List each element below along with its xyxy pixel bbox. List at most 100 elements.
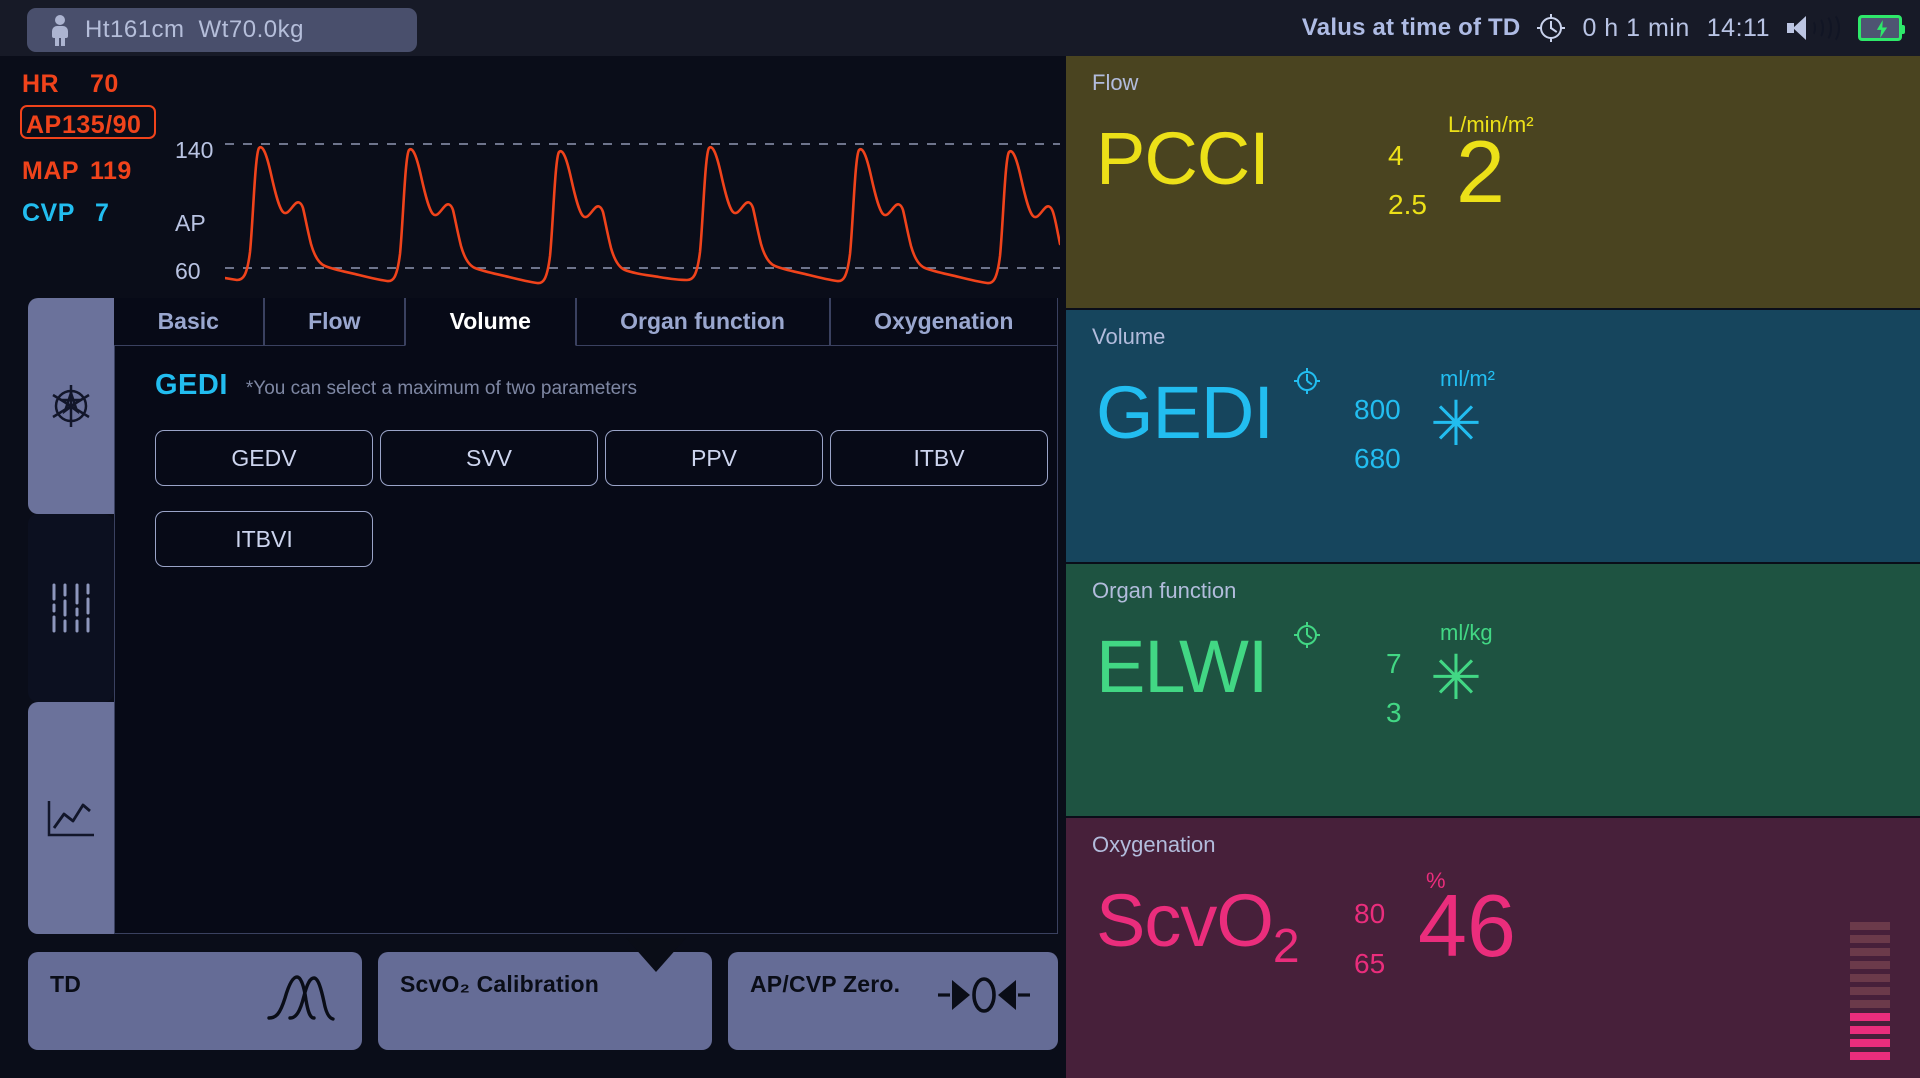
triangle-down-icon xyxy=(626,938,686,990)
side-parameter-panels: Flow PCCI L/min/m² 4 2.5 2 Volume GEDI m… xyxy=(1066,56,1920,1078)
panel-oxygenation[interactable]: Oxygenation ScvO2 % 80 65 46 xyxy=(1066,818,1920,1078)
tab-basic[interactable]: Basic xyxy=(114,298,264,346)
panel-oxygenation-name-subscript: 2 xyxy=(1272,919,1300,973)
thermodilution-curve-icon xyxy=(266,972,336,1029)
speaker-on-icon[interactable] xyxy=(1787,12,1841,44)
vital-map-value: 119 xyxy=(90,157,132,185)
td-button[interactable]: TD xyxy=(28,952,362,1050)
trend-chart-icon[interactable] xyxy=(28,702,114,934)
panel-organ-function-parameter-name: ELWI xyxy=(1096,625,1268,708)
waveform-channel-label: AP xyxy=(175,210,206,236)
panel-organ-function-value: ✳ xyxy=(1430,644,1482,713)
panel-organ-function-high-limit: 7 xyxy=(1386,648,1402,679)
panel-oxygenation-unit: % xyxy=(1426,868,1446,893)
panel-volume-low-limit: 680 xyxy=(1354,443,1401,474)
panel-oxygenation-low-limit: 65 xyxy=(1354,948,1386,979)
left-rail xyxy=(28,298,114,934)
gauge-segment xyxy=(1850,922,1890,930)
panel-flow-unit: L/min/m² xyxy=(1448,112,1534,137)
patient-height: Ht161cm xyxy=(85,16,185,43)
scvo2-level-gauge xyxy=(1850,922,1890,1065)
action-button-bar: TD ScvO₂ Calibration AP/CVP Zero. xyxy=(28,938,1058,1050)
panel-flow-high-limit: 4 xyxy=(1388,140,1404,171)
scvo2-calibration-button[interactable]: ScvO₂ Calibration xyxy=(378,938,712,1050)
vital-hr-label: HR xyxy=(22,70,60,98)
parameter-header: GEDI *You can select a maximum of two pa… xyxy=(155,369,637,402)
vital-cvp-label: CVP xyxy=(22,199,75,227)
tab-volume-label: Volume xyxy=(449,308,531,334)
patient-info-chip[interactable]: Ht161cm Wt70.0kg xyxy=(27,8,417,52)
panel-volume-unit: ml/m² xyxy=(1440,366,1495,391)
tab-flow-label: Flow xyxy=(308,308,361,334)
waveform-scale-low: 60 xyxy=(175,258,201,284)
gauge-segment xyxy=(1850,1039,1890,1047)
param-button-gedv-label: GEDV xyxy=(231,444,297,471)
header-status-group: Valus at time of TD 0 h 1 min 14:11 xyxy=(1301,0,1905,56)
selection-hint: *You can select a maximum of two paramet… xyxy=(245,378,637,399)
header-bar: Ht161cm Wt70.0kg Valus at time of TD 0 h… xyxy=(0,0,1920,56)
param-button-ppv[interactable]: PPV xyxy=(605,430,823,486)
tab-bar: Basic Flow Volume Organ function Oxygena… xyxy=(114,298,1058,346)
zero-arrows-icon xyxy=(936,972,1032,1023)
person-icon xyxy=(49,15,71,46)
td-button-label: TD xyxy=(50,971,82,997)
panel-volume-value: ✳ xyxy=(1430,390,1482,459)
td-clock-icon xyxy=(1537,14,1566,42)
ap-waveform-area: 140 AP 60 xyxy=(170,112,1060,298)
param-button-svv[interactable]: SVV xyxy=(380,430,598,486)
tab-oxygenation-label: Oxygenation xyxy=(874,308,1014,334)
param-button-itbvi[interactable]: ITBVI xyxy=(155,511,373,567)
panel-flow-parameter-name: PCCI xyxy=(1096,117,1270,200)
panel-organ-function-low-limit: 3 xyxy=(1386,697,1402,728)
gauge-segment xyxy=(1850,1026,1890,1034)
panel-flow-low-limit: 2.5 xyxy=(1388,189,1427,220)
bars-grid-icon[interactable] xyxy=(28,514,114,702)
ap-cvp-zero-button[interactable]: AP/CVP Zero. xyxy=(728,952,1058,1050)
main-panel: Basic Flow Volume Organ function Oxygena… xyxy=(28,298,1058,934)
panel-organ-function-td-clock-icon xyxy=(1294,622,1320,648)
panel-oxygenation-parameter-name: ScvO2 xyxy=(1096,884,1300,984)
tab-flow[interactable]: Flow xyxy=(263,298,406,346)
panel-organ-function-unit: ml/kg xyxy=(1440,620,1493,645)
gauge-segment xyxy=(1850,948,1890,956)
panel-organ-function-category: Organ function xyxy=(1092,578,1237,603)
tab-oxygenation[interactable]: Oxygenation xyxy=(829,298,1058,346)
ap-waveform-trace xyxy=(225,143,1060,285)
tab-volume[interactable]: Volume xyxy=(405,298,576,346)
panel-flow[interactable]: Flow PCCI L/min/m² 4 2.5 2 xyxy=(1066,56,1920,308)
gauge-segment xyxy=(1850,987,1890,995)
gauge-segment xyxy=(1850,961,1890,969)
gauge-segment xyxy=(1850,935,1890,943)
gauge-segment xyxy=(1850,1000,1890,1008)
selected-parameter-title: GEDI xyxy=(155,369,228,401)
calibration-star-icon[interactable] xyxy=(28,298,114,514)
panel-volume-high-limit: 800 xyxy=(1354,394,1401,425)
td-values-label: Valus at time of TD xyxy=(1301,14,1521,41)
param-button-ppv-label: PPV xyxy=(690,444,738,471)
panel-oxygenation-high-limit: 80 xyxy=(1354,898,1386,929)
param-button-itbvi-label: ITBVI xyxy=(235,525,293,552)
tab-organ-function-label: Organ function xyxy=(620,308,785,334)
param-button-itbv[interactable]: ITBV xyxy=(830,430,1048,486)
gauge-segment xyxy=(1850,1013,1890,1021)
vital-ap-value: 135/90 xyxy=(62,111,142,139)
vital-hr-value: 70 xyxy=(90,70,119,98)
panel-volume[interactable]: Volume GEDI ml/m² 800 680 ✳ xyxy=(1066,310,1920,562)
ap-highlight-box xyxy=(20,105,156,139)
tab-content-volume: GEDI *You can select a maximum of two pa… xyxy=(114,346,1058,934)
panel-oxygenation-category: Oxygenation xyxy=(1092,832,1216,857)
panel-oxygenation-name-main: ScvO xyxy=(1096,879,1274,962)
panel-volume-parameter-name: GEDI xyxy=(1096,371,1274,454)
panel-flow-category: Flow xyxy=(1092,70,1139,95)
param-button-itbv-label: ITBV xyxy=(913,444,965,471)
param-button-gedv[interactable]: GEDV xyxy=(155,430,373,486)
vital-cvp-value: 7 xyxy=(95,199,110,227)
param-button-svv-label: SVV xyxy=(465,444,513,471)
panel-oxygenation-value: 46 xyxy=(1418,876,1516,975)
vitals-area: HR 70 AP 135/90 MAP 119 CVP 7 140 AP 60 xyxy=(0,56,1060,285)
panel-organ-function[interactable]: Organ function ELWI ml/kg 7 3 ✳ xyxy=(1066,564,1920,816)
vital-ap-label: AP xyxy=(26,111,62,139)
tab-organ-function[interactable]: Organ function xyxy=(575,298,830,346)
vital-map-label: MAP xyxy=(22,157,80,185)
